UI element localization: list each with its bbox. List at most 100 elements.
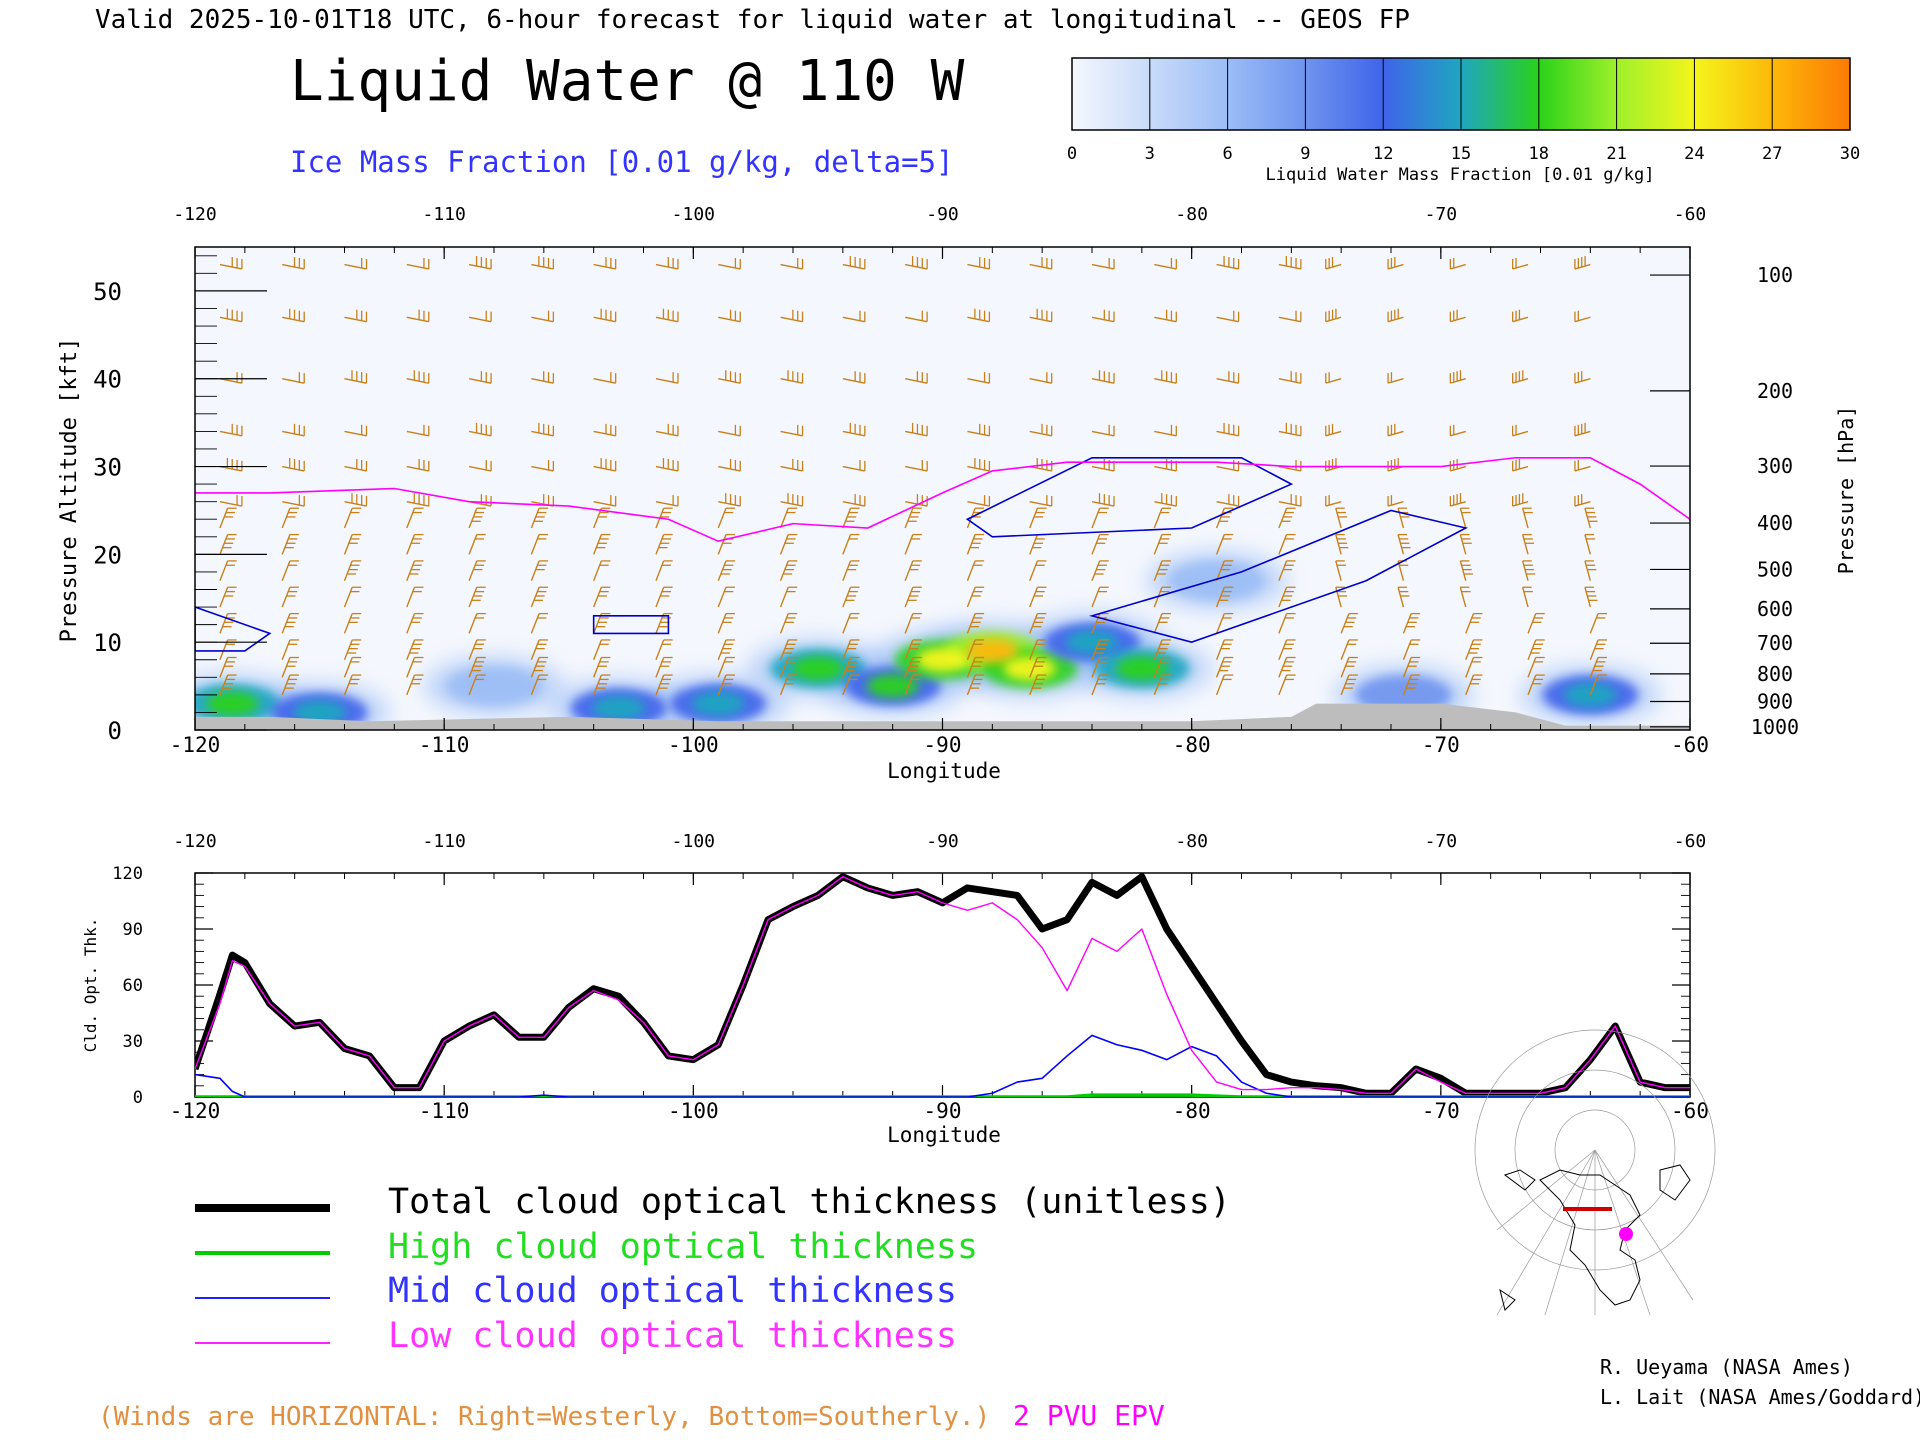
wind-barb xyxy=(343,533,362,555)
wind-barb xyxy=(1278,639,1296,660)
wind-barb-staff xyxy=(531,465,554,472)
wind-barb-staff xyxy=(779,587,789,608)
wind-barb-staff xyxy=(904,507,914,529)
wind-barb xyxy=(1335,560,1346,581)
wind-barb xyxy=(966,612,985,634)
wind-barb xyxy=(1527,656,1545,678)
wind-barb-staff xyxy=(1029,639,1039,660)
wind-barb-staff xyxy=(718,316,741,323)
wind-barb xyxy=(780,370,804,384)
wind-barb xyxy=(780,493,804,507)
wind-barb xyxy=(406,257,430,270)
ice-contour xyxy=(965,456,1294,538)
wind-barb xyxy=(468,422,492,437)
wind-barb xyxy=(1153,639,1171,660)
wind-barb-staff xyxy=(1584,587,1592,608)
wind-barb xyxy=(1589,639,1608,660)
wind-barb-staff xyxy=(1091,657,1101,678)
wind-barb-staff xyxy=(281,639,291,660)
wind-barb-staff xyxy=(1465,613,1475,634)
wind-barb-staff xyxy=(1091,534,1101,555)
wind-barb-staff xyxy=(1521,560,1529,581)
wind-barb-staff xyxy=(1387,500,1404,507)
wind-barb-staff xyxy=(1278,378,1302,384)
wind-barb-staff xyxy=(343,657,353,678)
wind-barb xyxy=(842,612,860,634)
wind-barb-staff xyxy=(1029,613,1039,634)
wind-barb xyxy=(967,423,991,437)
wind-barb-staff xyxy=(780,378,803,384)
wind-barb xyxy=(1340,639,1358,660)
wind-barb-staff xyxy=(842,465,865,472)
top-y-right-tick-label: 200 xyxy=(1757,379,1793,403)
wind-barb-staff xyxy=(1091,378,1115,384)
wind-barb-staff xyxy=(219,430,243,437)
wind-barb xyxy=(219,507,237,529)
wind-barb-staff xyxy=(1029,500,1052,507)
wind-barb xyxy=(282,423,305,437)
wind-barb-staff xyxy=(655,378,679,384)
wind-barb-staff xyxy=(282,430,305,437)
top-y-left-tick-label: 10 xyxy=(93,629,122,657)
wind-barb xyxy=(1278,674,1296,696)
wind-barb-staff xyxy=(344,430,367,437)
wind-barb-staff xyxy=(1215,639,1225,660)
wind-barb-staff xyxy=(1029,465,1052,472)
wind-barb-staff xyxy=(530,657,540,678)
wind-barb-staff xyxy=(1459,534,1467,555)
wind-barb xyxy=(344,309,368,323)
pvu-line xyxy=(195,456,1690,543)
wind-barb-staff xyxy=(1154,378,1177,384)
wind-barb xyxy=(406,370,430,384)
wind-barb xyxy=(966,656,985,678)
subtitle: Ice Mass Fraction [0.01 g/kg, delta=5] xyxy=(290,145,953,179)
wind-barb xyxy=(219,586,237,608)
wind-barb xyxy=(343,639,362,660)
wind-barb-staff xyxy=(779,613,789,634)
wind-barb xyxy=(1154,309,1177,323)
wind-barb-staff xyxy=(1512,316,1529,323)
wind-barb xyxy=(718,309,741,323)
top-ylabel-left: Pressure Altitude [kft] xyxy=(57,338,82,643)
wind-barb-staff xyxy=(967,465,990,472)
wind-barb xyxy=(1091,674,1109,696)
bottom-x-tick-label-upper: -120 xyxy=(173,831,216,852)
wind-barb xyxy=(1153,533,1171,555)
wind-barb xyxy=(1029,656,1047,678)
wind-barb xyxy=(779,656,798,678)
bottom-x-tick-label-lower: -90 xyxy=(924,1099,962,1123)
wind-barb xyxy=(1511,257,1529,270)
wind-barb-staff xyxy=(343,560,353,581)
wind-barb xyxy=(531,459,555,472)
wind-barb xyxy=(1153,612,1171,634)
top-x-tick-label-upper: -60 xyxy=(1674,204,1707,225)
wind-barb xyxy=(842,639,860,660)
wind-barb xyxy=(655,423,679,437)
wind-barb-staff xyxy=(1459,587,1467,608)
wind-barb-staff xyxy=(1153,639,1163,660)
wind-barb-staff xyxy=(1215,613,1225,634)
wind-barb xyxy=(343,586,362,608)
wind-barb xyxy=(1521,533,1535,555)
liquid-water-core xyxy=(916,647,969,672)
wind-barb xyxy=(281,533,299,555)
wind-barb xyxy=(343,560,362,581)
wind-barb xyxy=(1527,639,1545,660)
wind-barb-staff xyxy=(1216,263,1239,270)
wind-barb xyxy=(779,507,798,529)
wind-barb xyxy=(282,458,305,472)
wind-barb-staff xyxy=(904,316,928,323)
wind-barb-staff xyxy=(593,587,603,608)
wind-barb xyxy=(531,256,555,270)
wind-barb-staff xyxy=(1154,316,1177,323)
wind-barb xyxy=(655,533,673,555)
wind-barb xyxy=(1029,612,1047,634)
wind-barb-staff xyxy=(1153,613,1163,634)
wind-barb xyxy=(406,612,424,634)
wind-barb xyxy=(1278,371,1302,384)
wind-barb-staff xyxy=(468,657,478,678)
wind-barb-staff xyxy=(1450,378,1466,384)
wind-barb-staff xyxy=(1154,263,1177,270)
wind-barb xyxy=(1216,256,1240,270)
wind-barb-staff xyxy=(1512,465,1529,472)
